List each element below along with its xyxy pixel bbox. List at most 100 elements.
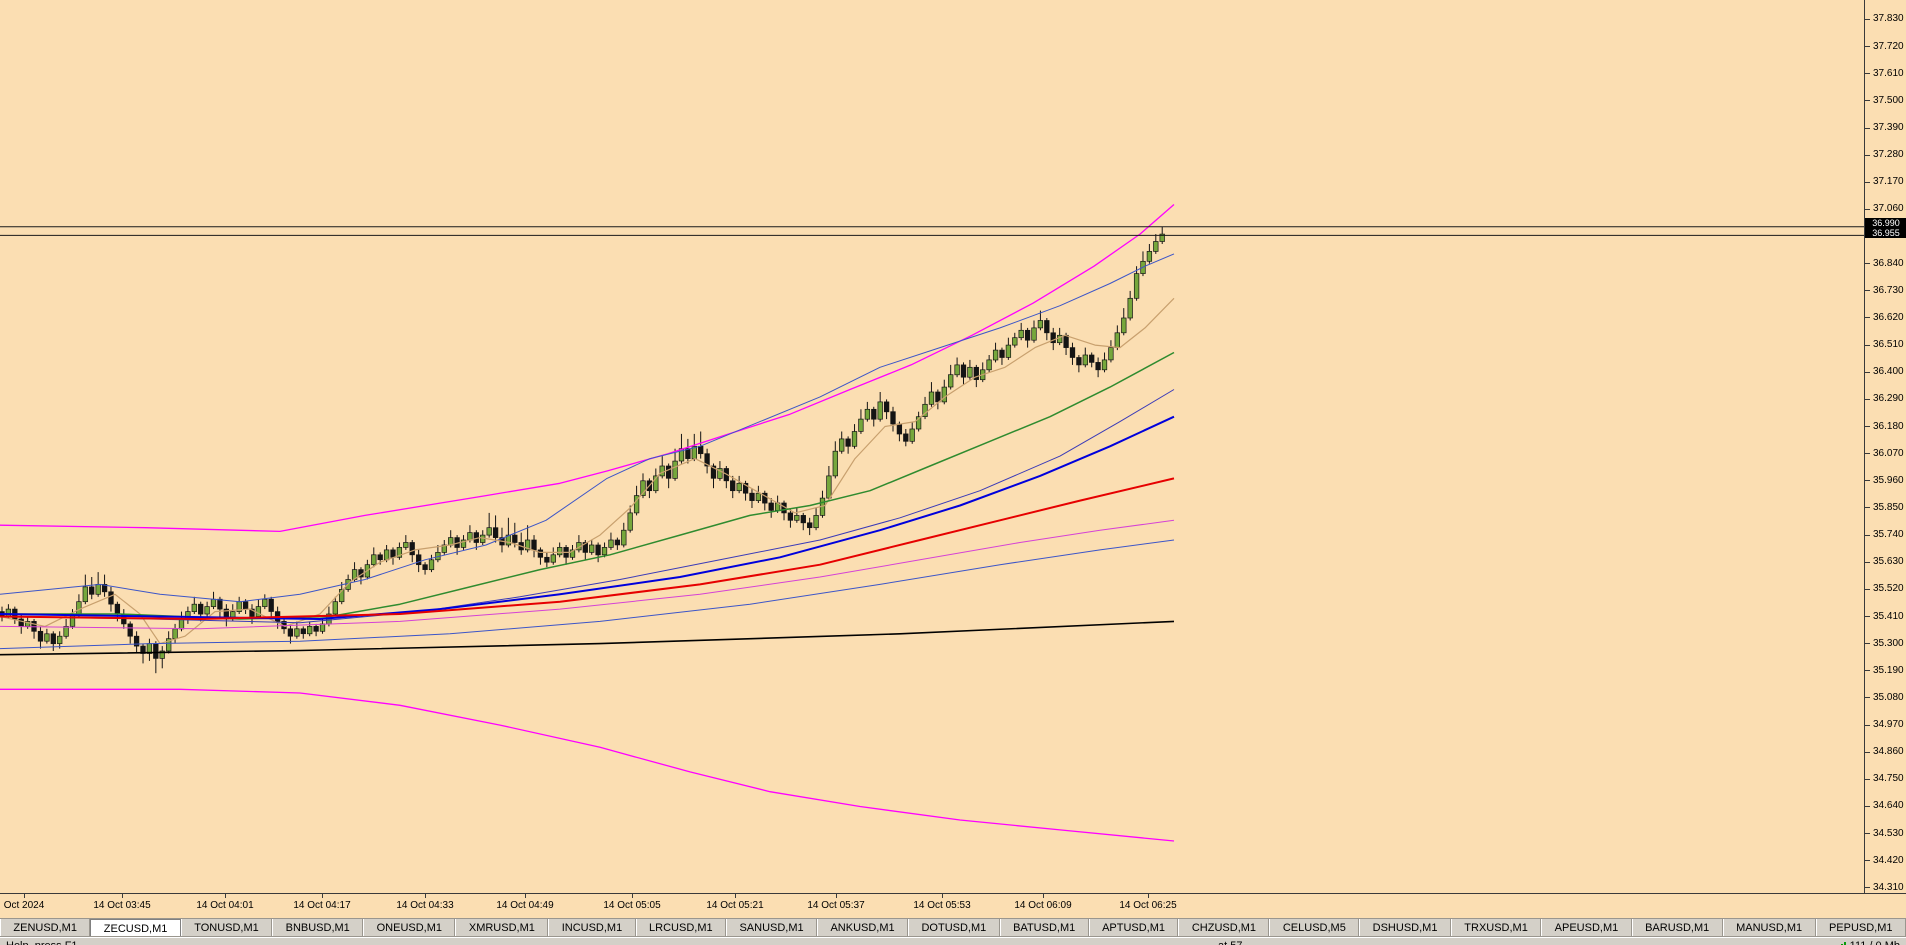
ma-fast-tan-line: [0, 297, 1175, 645]
bull-candle: [1005, 344, 1012, 358]
tab-dotusd-m1[interactable]: DOTUSD,M1: [908, 919, 1000, 937]
price-tick: [1865, 290, 1870, 292]
price-tick: [1865, 588, 1870, 590]
bear-candle: [153, 643, 159, 659]
bear-candle: [903, 433, 909, 442]
bull-candle: [467, 532, 473, 541]
chart-canvas[interactable]: [0, 0, 1906, 893]
time-axis[interactable]: Oct 2024 14 Oct 03:45 14 Oct 04:01 14 Oct 0…: [0, 893, 1906, 918]
price-label: 34.640: [1873, 800, 1904, 812]
bull-candle: [428, 559, 435, 571]
price-label: 36.510: [1873, 339, 1904, 351]
tab-celusd-m5[interactable]: CELUSD,M5: [1269, 919, 1360, 937]
bull-candle: [95, 584, 101, 595]
time-label: 14 Oct 04:01: [196, 900, 254, 911]
bull-candle: [63, 626, 69, 637]
bull-candle: [1153, 241, 1159, 252]
status-bar: Help, press F1 at 57 111 / 0 Mb: [0, 937, 1906, 945]
tab-manusd-m1[interactable]: MANUSD,M1: [1722, 919, 1816, 937]
bear-candle: [18, 618, 24, 627]
price-label: 35.630: [1873, 556, 1904, 568]
price-tick: [1865, 887, 1870, 889]
tab-apeusd-m1[interactable]: APEUSD,M1: [1541, 919, 1632, 937]
tab-lrcusd-m1[interactable]: LRCUSD,M1: [635, 919, 727, 937]
bear-candle: [50, 633, 56, 645]
bear-candle: [1076, 357, 1082, 366]
price-label: 34.860: [1873, 746, 1904, 758]
tab-pepusd-m1[interactable]: PEPUSD,M1: [1815, 919, 1906, 937]
bear-candle: [710, 465, 717, 479]
price-label: 36.730: [1873, 284, 1904, 296]
time-label: 14 Oct 04:33: [396, 900, 454, 911]
bear-candle: [390, 549, 396, 558]
bull-candle: [178, 618, 185, 630]
bear-candle: [1089, 354, 1095, 363]
tab-trxusd-m1[interactable]: TRXUSD,M1: [1450, 919, 1542, 937]
time-tick: [836, 894, 837, 898]
price-label: 35.850: [1873, 501, 1904, 513]
bull-candle: [371, 554, 377, 566]
connection-status: 111 / 0 Mb: [1835, 940, 1900, 945]
time-tick: [632, 894, 633, 898]
bull-candle: [166, 638, 172, 652]
bear-candle: [768, 502, 774, 511]
tab-incusd-m1[interactable]: INCUSD,M1: [548, 919, 636, 937]
tab-chzusd-m1[interactable]: CHZUSD,M1: [1178, 919, 1270, 937]
price-tick: [1865, 18, 1870, 20]
tab-xmrusd-m1[interactable]: XMRUSD,M1: [455, 919, 549, 937]
bull-candle: [441, 544, 447, 553]
time-label: 14 Oct 06:25: [1119, 900, 1177, 911]
time-label: 14 Oct 04:17: [293, 900, 351, 911]
time-label: 14 Oct 05:37: [807, 900, 865, 911]
signal-bars-icon: [1835, 941, 1846, 945]
bear-candle: [114, 603, 121, 615]
bear-candle: [614, 539, 621, 546]
price-label: 35.520: [1873, 583, 1904, 595]
bull-candle: [922, 403, 928, 417]
tab-bnbusd-m1[interactable]: BNBUSD,M1: [272, 919, 364, 937]
price-label: 34.970: [1873, 719, 1904, 731]
tab-tonusd-m1[interactable]: TONUSD,M1: [180, 919, 273, 937]
price-scale[interactable]: 36.990 36.955 37.830 37.720 37.610 37.500 37…: [1864, 0, 1906, 893]
bear-candle: [313, 626, 319, 632]
price-label: 36.400: [1873, 366, 1904, 378]
tab-oneusd-m1[interactable]: ONEUSD,M1: [363, 919, 456, 937]
bear-candle: [890, 411, 896, 425]
bull-candle: [1082, 354, 1088, 366]
bear-candle: [89, 586, 95, 595]
tab-batusd-m1[interactable]: BATUSD,M1: [999, 919, 1089, 937]
bear-candle: [242, 601, 249, 610]
envelope-upper-blue-line: [0, 253, 1175, 603]
time-tick: [1043, 894, 1044, 898]
tab-zecusd-m1[interactable]: ZECUSD,M1: [90, 919, 181, 937]
bull-candle: [1114, 332, 1120, 348]
bear-candle: [544, 556, 550, 563]
tab-zenusd-m1[interactable]: ZENUSD,M1: [0, 919, 91, 937]
bear-candle: [409, 542, 415, 556]
bull-candle: [832, 450, 838, 477]
price-tick: [1865, 208, 1870, 210]
price-tick: [1865, 100, 1870, 102]
price-label: 35.190: [1873, 664, 1904, 676]
tab-ankusd-m1[interactable]: ANKUSD,M1: [817, 919, 909, 937]
bull-candle: [627, 512, 633, 531]
tab-sanusd-m1[interactable]: SANUSD,M1: [726, 919, 818, 937]
price-tick: [1865, 453, 1870, 455]
tab-dshusd-m1[interactable]: DSHUSD,M1: [1359, 919, 1451, 937]
price-tick: [1865, 643, 1870, 645]
price-label: 34.420: [1873, 854, 1904, 866]
bull-candle: [1031, 327, 1037, 341]
time-label: Oct 2024: [3, 900, 45, 911]
bear-candle: [999, 349, 1005, 358]
bull-candle: [204, 606, 210, 615]
price-tick: [1865, 670, 1870, 672]
chart-area[interactable]: [0, 0, 1906, 893]
bear-candle: [217, 598, 223, 610]
time-tick: [425, 894, 426, 898]
ma-red-line: [0, 477, 1175, 620]
price-label: 37.830: [1873, 13, 1904, 25]
bull-candle: [672, 460, 678, 479]
bull-candle: [986, 359, 992, 371]
tab-barusd-m1[interactable]: BARUSD,M1: [1631, 919, 1723, 937]
tab-aptusd-m1[interactable]: APTUSD,M1: [1088, 919, 1179, 937]
